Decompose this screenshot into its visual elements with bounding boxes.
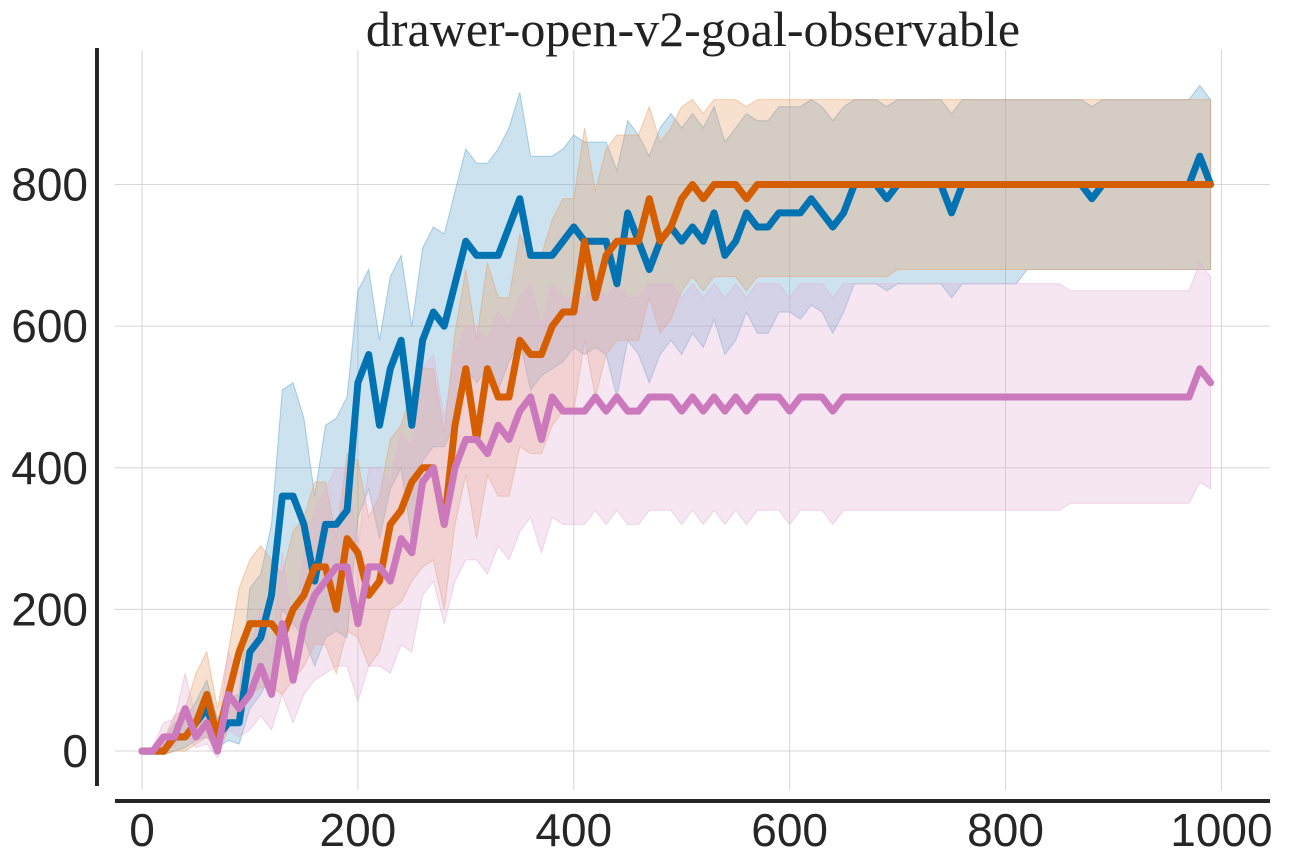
x-tick-label: 1000 <box>1170 804 1272 856</box>
y-tick-label: 600 <box>11 300 88 352</box>
x-tick-label: 0 <box>129 804 155 856</box>
y-tick-label: 400 <box>11 442 88 494</box>
x-tick-label: 400 <box>535 804 612 856</box>
x-tick-label: 600 <box>751 804 828 856</box>
axes <box>95 48 1270 803</box>
chart-title: drawer-open-v2-goal-observable <box>366 1 1020 57</box>
x-tick-label: 800 <box>967 804 1044 856</box>
tick-labels: 0 200 400 600 800 1000 0 200 400 600 800 <box>11 159 1272 856</box>
y-tick-label: 800 <box>11 159 88 211</box>
x-tick-label: 200 <box>319 804 396 856</box>
y-tick-label: 0 <box>62 725 88 777</box>
series-lines <box>138 152 1215 755</box>
grid-lines <box>115 50 1270 790</box>
y-tick-label: 200 <box>11 583 88 635</box>
series-line-3 <box>138 365 1215 755</box>
series-line-2 <box>138 181 1215 755</box>
